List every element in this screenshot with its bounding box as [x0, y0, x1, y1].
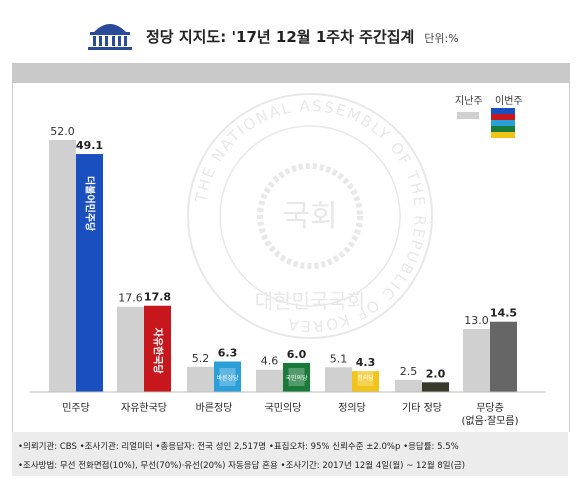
bar-curr-3	[283, 362, 310, 392]
bar-prev-5	[395, 379, 422, 392]
value-label-prev-1: 17.6	[118, 292, 143, 305]
bar-prev-3	[256, 369, 283, 392]
footer-line-1: •의뢰기관: CBS •조사기관: 리얼미터 •총응답자: 전국 성인 2,51…	[18, 442, 459, 452]
value-label-curr-4: 4.3	[356, 356, 376, 369]
bar-curr-5	[422, 382, 449, 392]
page-title: 정당 지지도: '17년 12월 1주차 주간집계 단위:%	[146, 26, 459, 47]
legend-prev-label: 지난주	[455, 96, 483, 107]
value-label-curr-3: 6.0	[287, 348, 307, 361]
party-logo-1: 자유한국당	[152, 328, 165, 375]
value-label-prev-3: 4.6	[261, 355, 279, 368]
category-label-2: 바른정당	[196, 402, 233, 414]
category-label-1: 자유한국당	[121, 402, 167, 414]
national-assembly-logo-icon	[88, 24, 132, 50]
value-label-prev-0: 52.0	[50, 125, 75, 138]
svg-text:바른정당: 바른정당	[216, 374, 239, 382]
unit-label: 단위:%	[424, 32, 459, 45]
party-logo-3: 국민의당	[285, 368, 308, 386]
footer-line-2: •조사방법: 무선 전화면접(10%), 무선(70%)·유선(20%) 자동응…	[18, 461, 466, 471]
bar-curr-4	[352, 371, 379, 392]
value-label-curr-1: 17.8	[144, 291, 171, 304]
svg-text:정의당: 정의당	[357, 374, 374, 382]
header: 정당 지지도: '17년 12월 1주차 주간집계 단위:%	[0, 0, 580, 64]
bar-prev-1	[117, 306, 144, 392]
header-band	[12, 63, 570, 83]
bar-curr-2	[214, 361, 241, 392]
category-label-0: 민주당	[62, 402, 90, 414]
category-label-3: 국민의당	[265, 402, 302, 414]
legend-curr-swatch	[491, 108, 515, 138]
survey-info-footer: •의뢰기관: CBS •조사기관: 리얼미터 •총응답자: 전국 성인 2,51…	[12, 432, 568, 476]
value-label-curr-6: 14.5	[490, 307, 517, 320]
assembly-seal-watermark: THE NATIONAL ASSEMBLY OF THE REPUBLIC OF…	[187, 93, 433, 339]
value-label-prev-4: 5.1	[330, 352, 348, 365]
value-label-curr-2: 6.3	[218, 346, 238, 359]
svg-text:국민의당: 국민의당	[285, 374, 308, 382]
value-label-prev-5: 2.5	[400, 365, 418, 378]
value-label-curr-5: 2.0	[426, 367, 446, 380]
party-logo-4: 정의당	[357, 368, 374, 386]
value-label-prev-2: 5.2	[192, 352, 210, 365]
bar-prev-0	[49, 140, 76, 392]
category-label-4: 정의당	[338, 402, 366, 414]
svg-text:더불어민주당: 더불어민주당	[84, 176, 97, 232]
watermark-bottom-text: 대한민국국회	[255, 289, 365, 313]
value-label-prev-6: 13.0	[464, 314, 489, 327]
category-label-6: 무당층	[476, 402, 504, 414]
value-label-curr-0: 49.1	[76, 139, 103, 152]
bar-prev-2	[187, 366, 214, 392]
party-logo-2: 바른정당	[216, 368, 239, 386]
legend-curr-label: 이번주	[495, 96, 523, 107]
bar-prev-6	[463, 329, 490, 392]
bar-prev-4	[325, 367, 352, 392]
category-label-6-sub: (없음·잘모름)	[462, 414, 519, 427]
category-label-5: 기타 정당	[402, 402, 442, 414]
svg-text:자유한국당: 자유한국당	[152, 328, 165, 375]
party-logo-0: 더불어민주당	[84, 176, 97, 232]
title-text: 정당 지지도: '17년 12월 1주차 주간집계	[146, 28, 415, 46]
watermark-center-text: 국회	[282, 199, 337, 234]
bar-curr-1	[144, 305, 171, 392]
bar-curr-6	[490, 321, 517, 392]
legend-prev-swatch	[457, 112, 479, 119]
bar-curr-0	[76, 154, 103, 392]
